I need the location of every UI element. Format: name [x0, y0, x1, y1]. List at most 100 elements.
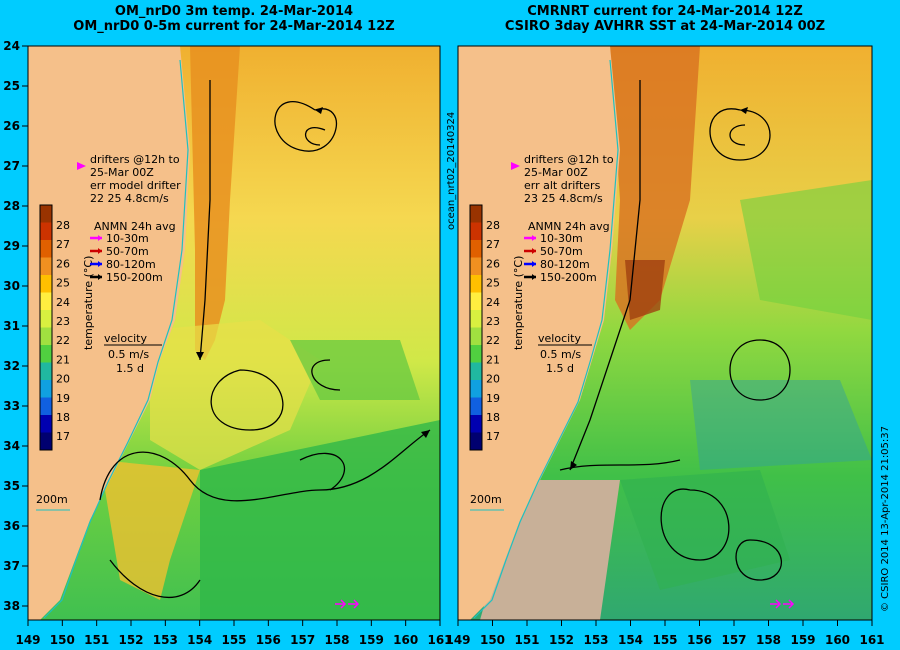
anmn-legend-right: ANMN 24h avg 10-30m50-70m80-120m150-200m…: [524, 220, 610, 375]
temperature-colorbar-right: [469, 204, 483, 451]
colorbar-swatch: [470, 222, 482, 241]
legend-label: 80-120m: [540, 258, 590, 271]
longitude-tick-label: 153: [153, 633, 178, 647]
colorbar-ticks-right: 28 27 26 25 24 23 22 21 20 19 18 17: [486, 219, 500, 443]
latitude-axis: 24 25 26 27 28 29 30 31 32 33 34 35 36 37 38: [3, 39, 28, 613]
longitude-tick-label: 153: [583, 633, 608, 647]
drifter-annotation-left: drifters @12h to 25-Mar 00Z err model dr…: [77, 153, 181, 205]
legend-label: 50-70m: [540, 245, 583, 258]
latitude-tick-label: 28: [3, 199, 20, 213]
colorbar-swatch: [40, 205, 52, 223]
current-streamlines-left: [99, 80, 431, 599]
svg-text:velocity: velocity: [104, 332, 147, 345]
svg-text:0.5 m/s: 0.5 m/s: [540, 348, 581, 361]
longitude-tick-label: 151: [84, 633, 109, 647]
australia-landmass-right: [458, 46, 620, 620]
depth-label-left: 200m: [36, 493, 68, 506]
longitude-tick-label: 156: [256, 633, 281, 647]
colorbar-swatch: [40, 380, 52, 398]
latitude-tick-label: 26: [3, 119, 20, 133]
colorbar-tick-label: 26: [486, 257, 500, 270]
latitude-tick-label: 38: [3, 599, 20, 613]
longitude-tick-label: 159: [790, 633, 815, 647]
colorbar-tick-label: 20: [486, 373, 500, 386]
right-title-line2: CSIRO 3day AVHRR SST at 24-Mar-2014 00Z: [504, 19, 826, 34]
latitude-tick-label: 29: [3, 239, 20, 253]
colorbar-tick-label: 24: [56, 296, 70, 309]
colorbar-label-right: temperature (°C): [512, 256, 525, 350]
colorbar-swatch: [40, 222, 52, 241]
latitude-tick-label: 31: [3, 319, 20, 333]
svg-text:drifters @12h to: drifters @12h to: [524, 153, 614, 166]
colorbar-tick-label: 19: [486, 392, 500, 405]
colorbar-swatch: [470, 257, 482, 276]
legend-label: 50-70m: [106, 245, 149, 258]
latitude-tick-label: 36: [3, 519, 20, 533]
colorbar-swatch: [40, 310, 52, 328]
svg-text:ANMN 24h avg: ANMN 24h avg: [528, 220, 610, 233]
longitude-tick-label: 155: [221, 633, 246, 647]
longitude-tick-label: 152: [118, 633, 143, 647]
colorbar-swatch: [470, 240, 482, 258]
colorbar-swatch: [40, 397, 52, 416]
colorbar-swatch: [40, 275, 52, 293]
longitude-tick-label: 160: [825, 633, 850, 647]
colorbar-swatch: [470, 397, 482, 416]
colorbar-swatch: [40, 257, 52, 276]
longitude-tick-label: 160: [393, 633, 418, 647]
colorbar-label-left: temperature (°C): [82, 256, 95, 350]
legend-label: 150-200m: [106, 271, 163, 284]
depth-contour-200m-left: [43, 59, 189, 619]
colorbar-swatch: [40, 345, 52, 363]
colorbar-tick-label: 27: [56, 238, 70, 251]
colorbar-tick-label: 17: [56, 430, 70, 443]
left-title-line2: OM_nrD0 0-5m current for 24-Mar-2014 12Z: [73, 19, 395, 34]
longitude-tick-label: 149: [445, 633, 470, 647]
colorbar-tick-label: 21: [486, 353, 500, 366]
longitude-tick-label: 161: [427, 633, 452, 647]
colorbar-swatch: [40, 292, 52, 311]
colorbar-swatch: [40, 432, 52, 451]
colorbar-tick-label: 24: [486, 296, 500, 309]
longitude-tick-label: 150: [50, 633, 75, 647]
colorbar-tick-label: 21: [56, 353, 70, 366]
latitude-tick-label: 33: [3, 399, 20, 413]
colorbar-tick-label: 28: [56, 219, 70, 232]
colorbar-swatch: [40, 327, 52, 346]
longitude-tick-label: 155: [652, 633, 677, 647]
colorbar-swatch: [40, 415, 52, 433]
colorbar-tick-label: 20: [56, 373, 70, 386]
longitude-tick-label: 154: [618, 633, 643, 647]
latitude-tick-label: 34: [3, 439, 20, 453]
colorbar-tick-label: 22: [486, 334, 500, 347]
colorbar-tick-label: 27: [486, 238, 500, 251]
colorbar-swatch: [470, 362, 482, 381]
colorbar-tick-label: 28: [486, 219, 500, 232]
colorbar-tick-label: 23: [56, 315, 70, 328]
longitude-axis-left: 149 150 151 152 153 154 155 156 157 158 159 160 161: [15, 620, 453, 647]
latitude-tick-label: 30: [3, 279, 20, 293]
longitude-tick-label: 150: [480, 633, 505, 647]
svg-text:22 25 4.8cm/s: 22 25 4.8cm/s: [90, 192, 169, 205]
longitude-tick-label: 159: [359, 633, 384, 647]
latitude-tick-label: 27: [3, 159, 20, 173]
left-title-line1: OM_nrD0 3m temp. 24-Mar-2014: [114, 4, 354, 19]
colorbar-swatch: [470, 345, 482, 363]
svg-text:0.5 m/s: 0.5 m/s: [108, 348, 149, 361]
colorbar-swatch: [470, 327, 482, 346]
legend-label: 150-200m: [540, 271, 597, 284]
longitude-tick-label: 157: [721, 633, 746, 647]
longitude-tick-label: 149: [15, 633, 40, 647]
temperature-colorbar-left: [39, 204, 53, 451]
longitude-tick-label: 157: [290, 633, 315, 647]
drifter-arrows-left: [335, 599, 360, 609]
right-panel-title: CMRNRT current for 24-Mar-2014 12Z CSIRO…: [458, 4, 872, 34]
right-map-panel: [458, 46, 872, 620]
drifter-annotation-right: drifters @12h to 25-Mar 00Z err alt drif…: [511, 153, 614, 205]
depth-label-right: 200m: [470, 493, 502, 506]
australia-landmass-left: [28, 46, 190, 620]
svg-text:velocity: velocity: [538, 332, 581, 345]
colorbar-tick-label: 26: [56, 257, 70, 270]
colorbar-swatch: [470, 415, 482, 433]
longitude-tick-label: 158: [324, 633, 349, 647]
